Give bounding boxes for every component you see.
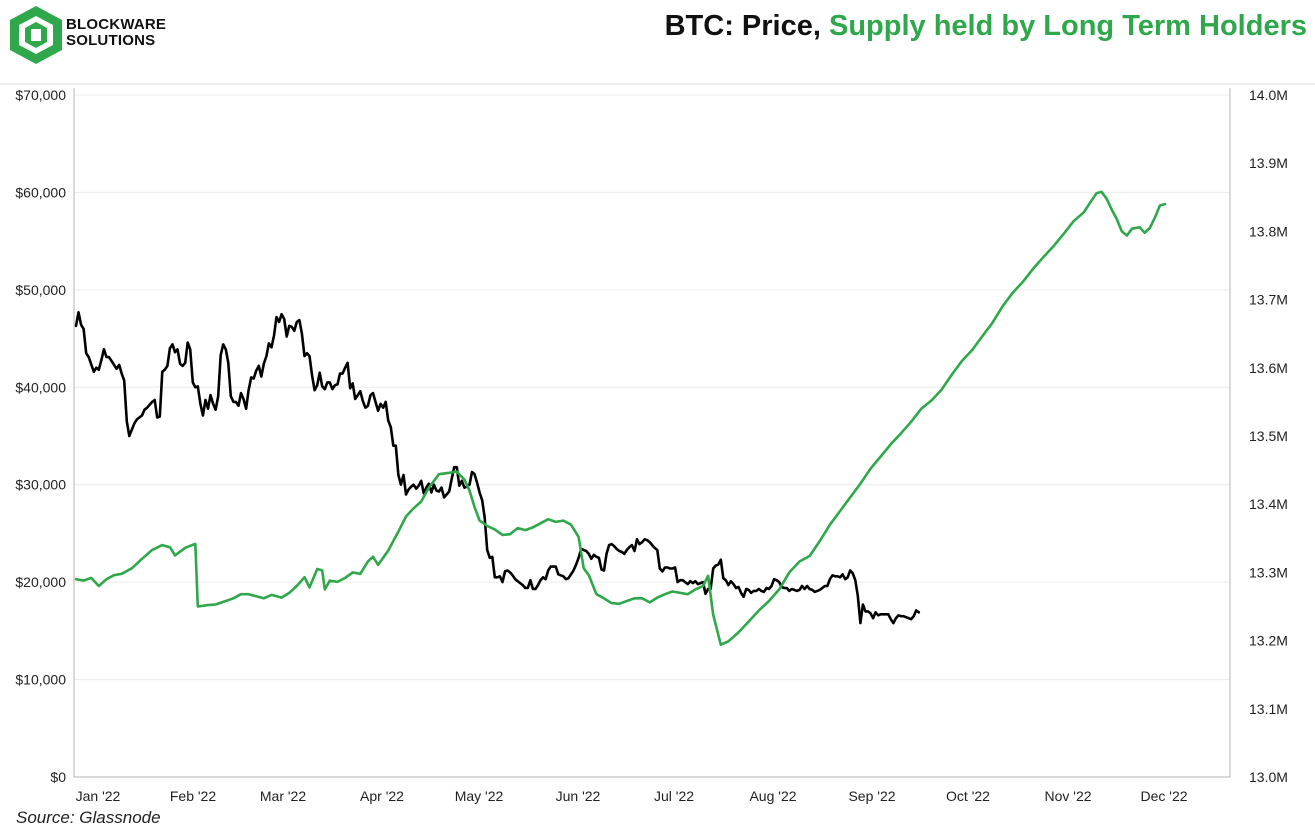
y-right-tick-label: 13.9M [1249,155,1288,171]
x-tick-label: Jun '22 [556,788,601,804]
y-left-tick-label: $0 [50,769,66,785]
y-right-tick-label: 13.3M [1249,564,1288,580]
y-left-tick-label: $70,000 [15,87,66,103]
source-note: Source: Glassnode [16,808,161,827]
x-tick-label: Jul '22 [654,788,694,804]
x-tick-label: Oct '22 [946,788,990,804]
x-tick-label: Feb '22 [170,788,216,804]
y-right-tick-label: 13.6M [1249,360,1288,376]
y-right-tick-label: 14.0M [1249,87,1288,103]
lth-supply-line [74,190,1167,646]
y-right-tick-label: 13.2M [1249,633,1288,649]
y-left-tick-label: $20,000 [15,574,66,590]
y-right-tick-label: 13.5M [1249,428,1288,444]
x-tick-label: Apr '22 [360,788,404,804]
x-tick-label: Nov '22 [1044,788,1091,804]
x-tick-label: Dec '22 [1140,788,1187,804]
y-right-tick-label: 13.0M [1249,769,1288,785]
y-right-tick-label: 13.1M [1249,701,1288,717]
y-left-tick-label: $30,000 [15,477,66,493]
title-supply-part: Supply held by Long Term Holders [828,10,1307,42]
chart-title: BTC: Price, Supply held by Long Term Hol… [665,10,1307,43]
x-tick-label: Jan '22 [76,788,121,804]
y-right-tick-label: 13.7M [1249,292,1288,308]
x-tick-label: Aug '22 [749,788,796,804]
btc-price-line [74,311,921,625]
logo-line-1: BLOCKWARE [66,16,167,33]
y-right-tick-label: 13.8M [1249,223,1288,239]
y-left-tick-label: $10,000 [15,672,66,688]
y-left-tick-label: $40,000 [15,379,66,395]
y-right-tick-label: 13.4M [1249,496,1288,512]
logo-wordmark: BLOCKWARE SOLUTIONS [66,17,166,49]
x-tick-label: May '22 [455,788,504,804]
y-left-tick-label: $50,000 [15,282,66,298]
x-tick-label: Sep '22 [848,788,895,804]
y-left-tick-label: $60,000 [15,184,66,200]
title-price-part: BTC: Price, [664,10,829,42]
x-tick-label: Mar '22 [260,788,306,804]
logo-line-2: SOLUTIONS [66,32,156,49]
blockware-logo [10,6,62,64]
